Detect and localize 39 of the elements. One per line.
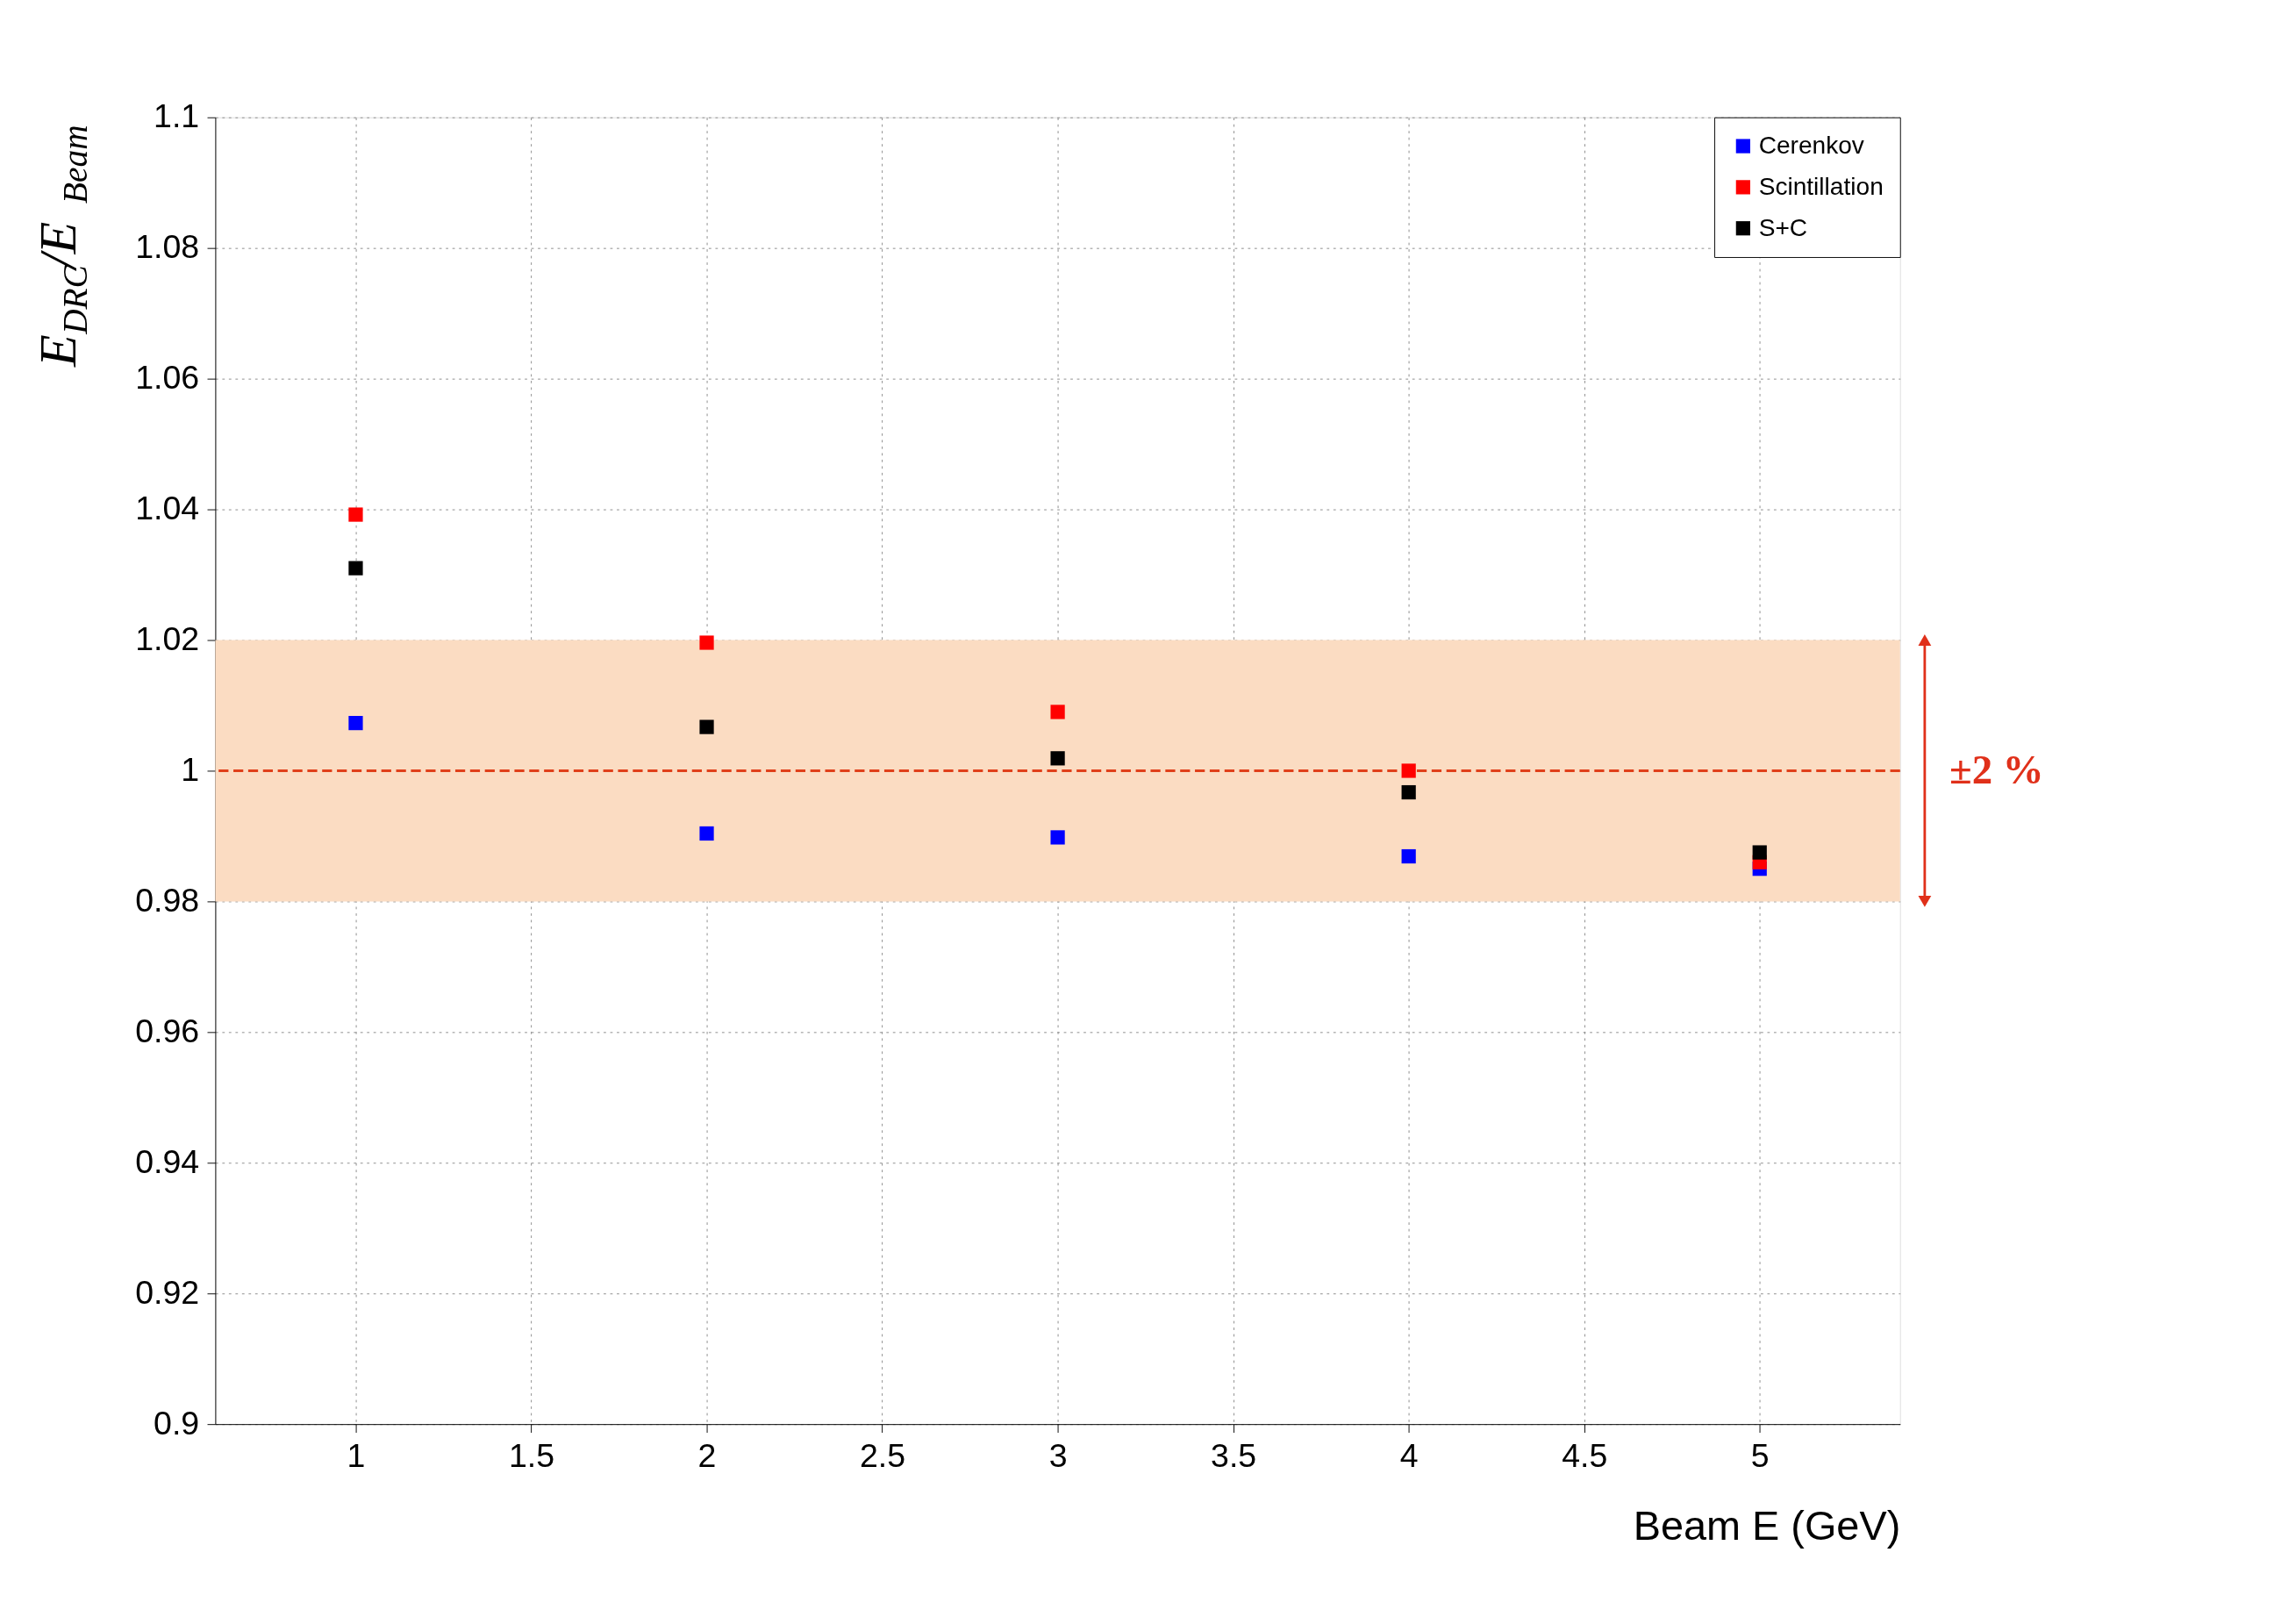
point [348,507,363,522]
point [1401,763,1416,778]
point [1050,830,1065,845]
y-tick-label: 1.04 [135,490,200,527]
x-tick-label: 4.5 [1562,1437,1608,1475]
point [1752,845,1767,860]
x-tick-label: 4 [1399,1437,1419,1475]
point [1050,751,1065,766]
y-tick-label: 1.1 [154,97,200,135]
legend-label: S+C [1758,213,1808,241]
y-tick-label: 0.98 [135,882,200,919]
x-tick-label: 5 [1750,1437,1770,1475]
point [1401,784,1416,800]
x-tick-label: 3 [1048,1437,1068,1475]
band-label: ±2 % [1949,746,2044,792]
x-tick-label: 1 [347,1437,366,1475]
y-tick-label: 0.94 [135,1143,200,1181]
point [348,716,363,731]
x-tick-label: 3.5 [1211,1437,1257,1475]
point [1401,848,1416,864]
y-tick-label: 0.96 [135,1012,200,1050]
y-axis-title: EDRC/EBeam [29,125,96,368]
point [699,635,714,650]
point [1050,705,1065,719]
x-axis-title: Beam E (GeV) [1633,1502,1901,1549]
point [699,719,714,734]
legend-label: Scintillation [1758,172,1884,200]
legend-label: Cerenkov [1758,131,1864,159]
x-tick-label: 2 [697,1437,717,1475]
y-tick-label: 0.9 [154,1404,200,1442]
point [699,826,714,841]
y-tick-label: 1 [181,751,200,789]
x-tick-label: 1.5 [508,1437,555,1475]
y-tick-label: 0.92 [135,1273,200,1311]
x-tick-label: 2.5 [859,1437,906,1475]
y-tick-label: 1.08 [135,228,200,266]
y-tick-label: 1.06 [135,359,200,397]
point [348,561,363,576]
y-tick-label: 1.02 [135,620,200,658]
